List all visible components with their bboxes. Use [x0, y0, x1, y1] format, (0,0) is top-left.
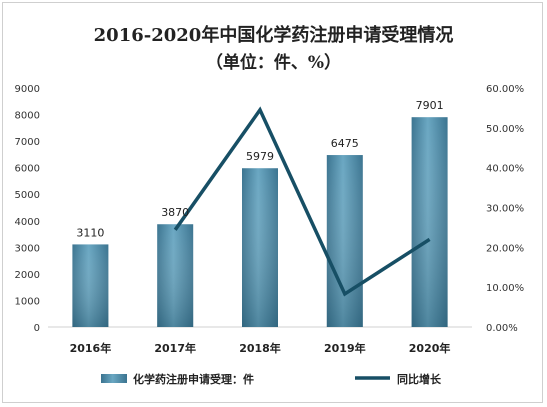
bar-value-label: 3110	[76, 226, 104, 239]
growth-line	[173, 106, 431, 297]
category-axis: 2016年 2017年 2018年 2019年 2020年	[70, 341, 451, 355]
bar-value-label: 3870	[161, 206, 189, 219]
bar-shade	[72, 244, 109, 327]
bar-shade	[157, 224, 194, 327]
left-tick-label: 7000	[15, 137, 40, 148]
left-tick-label: 1000	[15, 296, 40, 307]
category-label: 2018年	[239, 341, 281, 355]
chart-frame	[2, 2, 543, 403]
legend-line-label: 同比增长	[397, 372, 442, 386]
bar-value-label: 7901	[416, 99, 444, 112]
category-label: 2020年	[409, 341, 451, 355]
left-tick-label: 3000	[15, 243, 40, 254]
left-tick-label: 0	[34, 323, 40, 334]
chart-title: 2016-2020年中国化学药注册申请受理情况	[93, 25, 454, 46]
bar-series	[72, 117, 448, 327]
right-tick-label: 50.00%	[486, 124, 524, 135]
bar-value-label: 5979	[246, 150, 274, 163]
right-tick-label: 10.00%	[486, 283, 524, 294]
left-tick-label: 6000	[15, 164, 40, 175]
line-series	[173, 106, 431, 297]
bar-shade	[326, 155, 363, 327]
left-tick-label: 5000	[15, 190, 40, 201]
category-label: 2019年	[324, 341, 366, 355]
right-tick-label: 60.00%	[486, 84, 524, 95]
legend: 化学药注册申请受理：件 同比增长	[101, 372, 442, 386]
bar-shade	[411, 117, 448, 327]
legend-bar-swatch	[101, 374, 127, 383]
bar-value-label: 6475	[331, 137, 359, 150]
right-tick-label: 40.00%	[486, 164, 524, 175]
right-tick-label: 0.00%	[486, 323, 518, 334]
chart-subtitle: （单位：件、%）	[205, 53, 342, 73]
right-tick-label: 30.00%	[486, 204, 524, 215]
right-tick-label: 20.00%	[486, 243, 524, 254]
bar-shade	[242, 168, 278, 327]
left-tick-label: 9000	[15, 84, 40, 95]
left-tick-label: 8000	[15, 111, 40, 122]
data-labels: 3110 3870 5979 6475 7901	[76, 99, 443, 239]
legend-bar-label: 化学药注册申请受理：件	[133, 372, 254, 386]
right-axis: 0.00% 10.00% 20.00% 30.00% 40.00% 50.00% 60.00…	[486, 84, 524, 334]
category-label: 2016年	[70, 341, 112, 355]
category-label: 2017年	[154, 341, 196, 355]
left-tick-label: 2000	[15, 270, 40, 281]
left-tick-label: 4000	[15, 217, 40, 228]
